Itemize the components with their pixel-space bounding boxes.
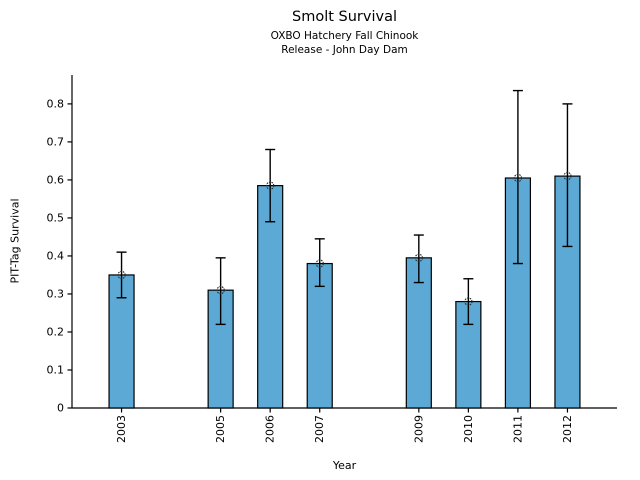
x-tick-label-2007: 2007: [313, 415, 326, 443]
point-marker-2010: [464, 297, 473, 306]
point-marker-2012: [563, 171, 572, 181]
point-marker-2011: [513, 173, 523, 183]
x-tick-label-2003: 2003: [115, 415, 128, 443]
point-marker-2006: [266, 181, 275, 190]
point-marker-2003: [117, 270, 126, 280]
y-tick-label: 0.1: [47, 363, 65, 376]
chart-title: Smolt Survival: [292, 9, 397, 25]
x-tick-label-2009: 2009: [412, 415, 425, 443]
chart-subtitle-line1: OXBO Hatchery Fall Chinook: [270, 30, 419, 42]
y-tick-label: 0.4: [47, 249, 65, 262]
chart-subtitle-line2: Release - John Day Dam: [281, 44, 408, 56]
y-tick-label: 0.7: [47, 135, 65, 148]
y-tick-label: 0: [57, 402, 64, 415]
x-tick-label-2006: 2006: [264, 415, 277, 443]
y-axis-label: PIT-Tag Survival: [8, 198, 22, 284]
bar-2007: [306, 262, 333, 409]
bar-2006: [257, 185, 284, 409]
x-tick-label-2005: 2005: [214, 415, 227, 443]
point-marker-2009: [414, 253, 423, 262]
x-tick-label-2010: 2010: [462, 415, 475, 443]
y-tick-label: 0.3: [47, 287, 65, 300]
y-tick-label: 0.2: [47, 325, 65, 338]
x-tick-label-2012: 2012: [561, 415, 574, 443]
y-tick-label: 0.8: [47, 97, 65, 110]
x-axis-label: Year: [332, 459, 357, 472]
point-marker-2005: [216, 286, 225, 295]
point-marker-2007: [315, 259, 324, 268]
x-tick-label-2011: 2011: [511, 415, 524, 443]
y-tick-label: 0.6: [47, 173, 65, 186]
y-tick-label: 0.5: [47, 211, 65, 224]
